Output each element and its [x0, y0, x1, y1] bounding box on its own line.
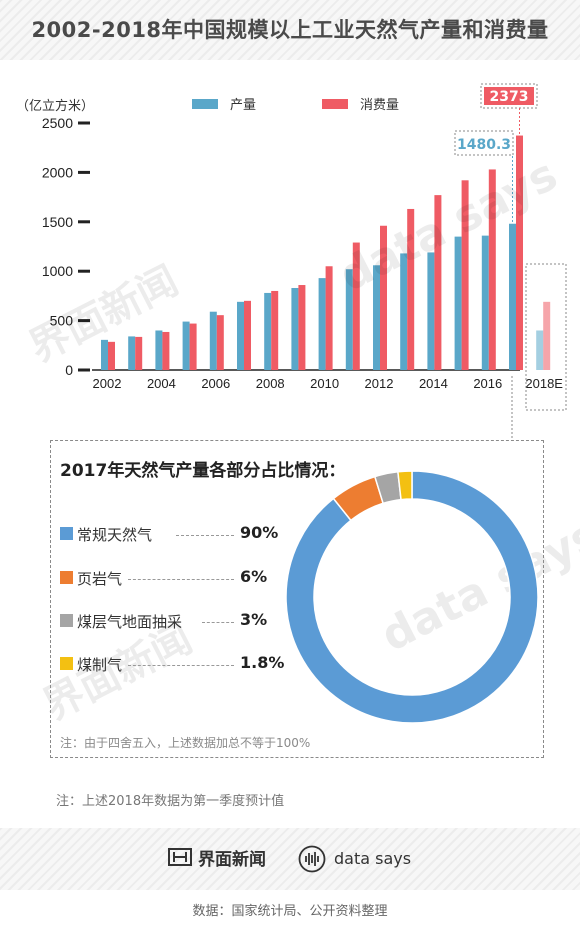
legend-swatch — [60, 571, 73, 584]
legend-swatch — [60, 527, 73, 540]
estimate-frame — [525, 263, 567, 411]
donut-legend-item: 常规天然气 90% — [60, 523, 290, 544]
bar-consumption — [543, 301, 551, 370]
brand-jiemian: 界面新闻 — [168, 845, 288, 871]
legend-swatch — [322, 99, 348, 109]
jiemian-logo-icon — [168, 848, 192, 866]
leader-line — [176, 535, 234, 536]
legend-swatch — [60, 657, 73, 670]
bar-production — [427, 252, 435, 370]
legend-value: 3% — [240, 610, 268, 629]
bar-production — [101, 339, 108, 370]
legend-label: 常规天然气 — [77, 526, 153, 544]
bar-production — [536, 330, 544, 370]
bar-production — [345, 269, 353, 370]
brand-datasays: data says — [298, 845, 438, 873]
donut-legend-item: 煤制气 1.8% — [60, 653, 290, 674]
legend-label: 煤层气地面抽采 — [77, 613, 183, 631]
x-tick-label: 2002 — [93, 376, 122, 391]
bar-consumption — [380, 225, 387, 370]
legend-label: 页岩气 — [77, 570, 123, 588]
datasays-logo-icon — [298, 845, 326, 873]
header-hatch-band — [0, 0, 580, 60]
bar-consumption — [216, 315, 224, 370]
bar-consumption — [244, 300, 251, 370]
brand-jiemian-text: 界面新闻 — [198, 850, 266, 870]
legend-value: 6% — [240, 567, 268, 586]
legend-label: 煤制气 — [77, 656, 123, 674]
x-tick-label: 2004 — [147, 376, 176, 391]
x-tick-label: 2016 — [473, 376, 502, 391]
bar-chart: 0 500 1000 1500 2000 2500（亿立方米） 2002 2004 2006 20… — [16, 83, 567, 440]
x-tick-label: 2012 — [365, 376, 394, 391]
source-note: 数据：国家统计局、公开资料整理 — [192, 904, 388, 919]
bar-consumption — [108, 341, 115, 370]
legend-label: 消费量 — [360, 98, 399, 113]
bar-consumption — [407, 208, 415, 370]
bar-consumption — [298, 285, 306, 370]
bar-production — [209, 311, 217, 370]
bar-production — [155, 330, 163, 370]
bar-production — [509, 223, 516, 370]
bar-production — [454, 236, 462, 370]
x-tick-label: 2014 — [419, 376, 448, 391]
callout-box — [454, 130, 514, 156]
x-tick-label: 2006 — [201, 376, 230, 391]
brand-datasays-text: data says — [334, 849, 412, 868]
legend-value: 90% — [240, 523, 279, 542]
bar-consumption — [488, 169, 496, 370]
y-tick-label: 0 — [65, 362, 73, 378]
bar-consumption — [461, 180, 469, 370]
donut-panel — [50, 440, 544, 758]
bar-production — [182, 321, 190, 370]
donut-legend-item: 页岩气 6% — [60, 567, 290, 588]
leader-line — [128, 665, 234, 666]
bar-production — [128, 336, 136, 370]
brand-hatch-band — [0, 828, 580, 890]
bar-production — [264, 292, 272, 370]
y-tick-label: 2500 — [42, 115, 73, 131]
legend-label: 产量 — [230, 98, 256, 113]
bar-consumption — [516, 135, 523, 370]
donut-note: 注：由于四舍五入，上述数据加总不等于100% — [60, 736, 311, 750]
legend-swatch — [60, 614, 73, 627]
leader-line — [128, 579, 234, 580]
bar-consumption — [162, 331, 170, 370]
bar-consumption — [434, 195, 442, 370]
y-tick-label: 2000 — [42, 164, 73, 180]
y-tick-label: 500 — [50, 313, 74, 329]
bar-production — [237, 301, 244, 370]
x-tick-label: 2018E — [525, 376, 563, 391]
leader-line — [202, 622, 234, 623]
callout-consumption: 2373 — [490, 89, 529, 105]
bottom-note: 注：上述2018年数据为第一季度预计值 — [56, 794, 285, 809]
bar-production — [318, 278, 326, 370]
donut-title: 2017年天然气产量各部分占比情况： — [60, 461, 346, 481]
callout-fill — [484, 87, 534, 105]
bar-consumption — [325, 266, 333, 370]
bar-production — [373, 265, 380, 370]
bar-production — [291, 287, 299, 370]
bar-consumption — [352, 242, 360, 370]
x-tick-label: 2010 — [310, 376, 339, 391]
x-tick-label: 2008 — [256, 376, 285, 391]
y-tick-label: 1000 — [42, 263, 73, 279]
chart-title: 2002-2018年中国规模以上工业天然气产量和消费量 — [31, 18, 549, 42]
y-tick-label: 1500 — [42, 214, 73, 230]
bar-consumption — [135, 336, 143, 370]
donut-legend-item: 煤层气地面抽采 3% — [60, 610, 290, 631]
callout-production: 1480.3 — [457, 137, 511, 153]
bar-consumption — [189, 323, 197, 370]
bar-production — [400, 253, 408, 370]
legend-value: 1.8% — [240, 653, 285, 672]
bar-production — [481, 235, 489, 370]
bar-consumption — [271, 290, 279, 370]
y-axis-label: （亿立方米） — [16, 98, 94, 114]
legend-swatch — [192, 99, 218, 109]
